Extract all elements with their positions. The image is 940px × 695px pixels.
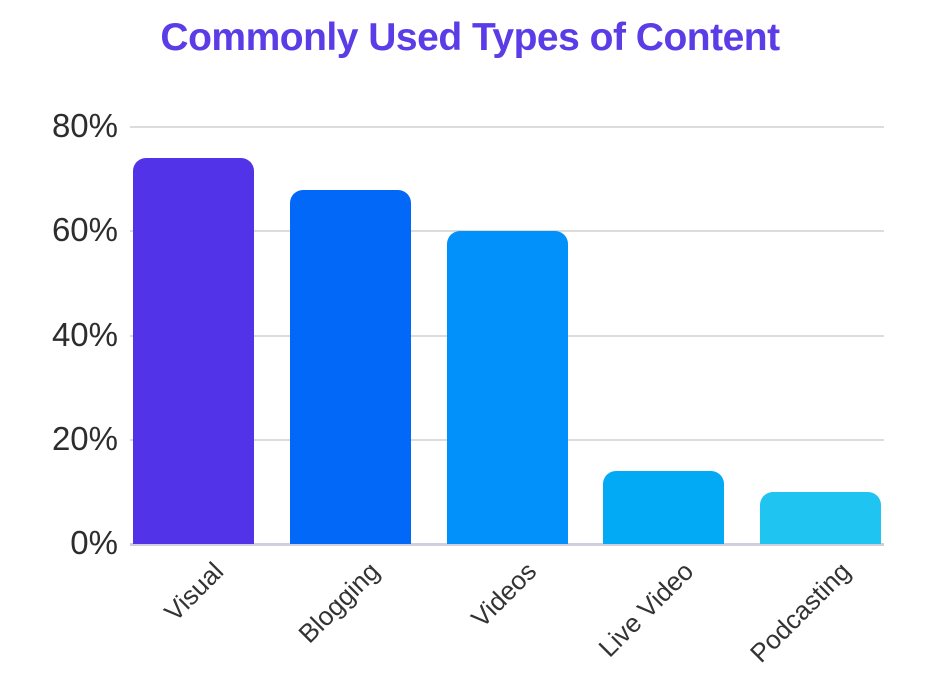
- y-tick-label-80: 80%: [51, 107, 118, 145]
- x-axis-baseline: [130, 543, 884, 546]
- x-label-podcasting: Podcasting: [744, 556, 857, 669]
- bar-live-video: [603, 471, 724, 544]
- gridline-80: [130, 126, 884, 128]
- bar-visual: [133, 158, 254, 544]
- x-label-live-video: Live Video: [592, 556, 700, 663]
- bar-blogging: [290, 190, 411, 544]
- bar-videos: [447, 231, 568, 544]
- y-tick-label-20: 20%: [51, 419, 118, 457]
- x-label-visual: Visual: [158, 556, 230, 627]
- bar-podcasting: [760, 492, 881, 544]
- y-tick-label-60: 60%: [51, 211, 118, 249]
- chart-title: Commonly Used Types of Content: [160, 16, 780, 59]
- y-tick-label-0: 0%: [70, 524, 118, 562]
- x-label-blogging: Blogging: [292, 556, 386, 649]
- y-tick-label-40: 40%: [51, 315, 118, 353]
- x-label-videos: Videos: [465, 556, 543, 634]
